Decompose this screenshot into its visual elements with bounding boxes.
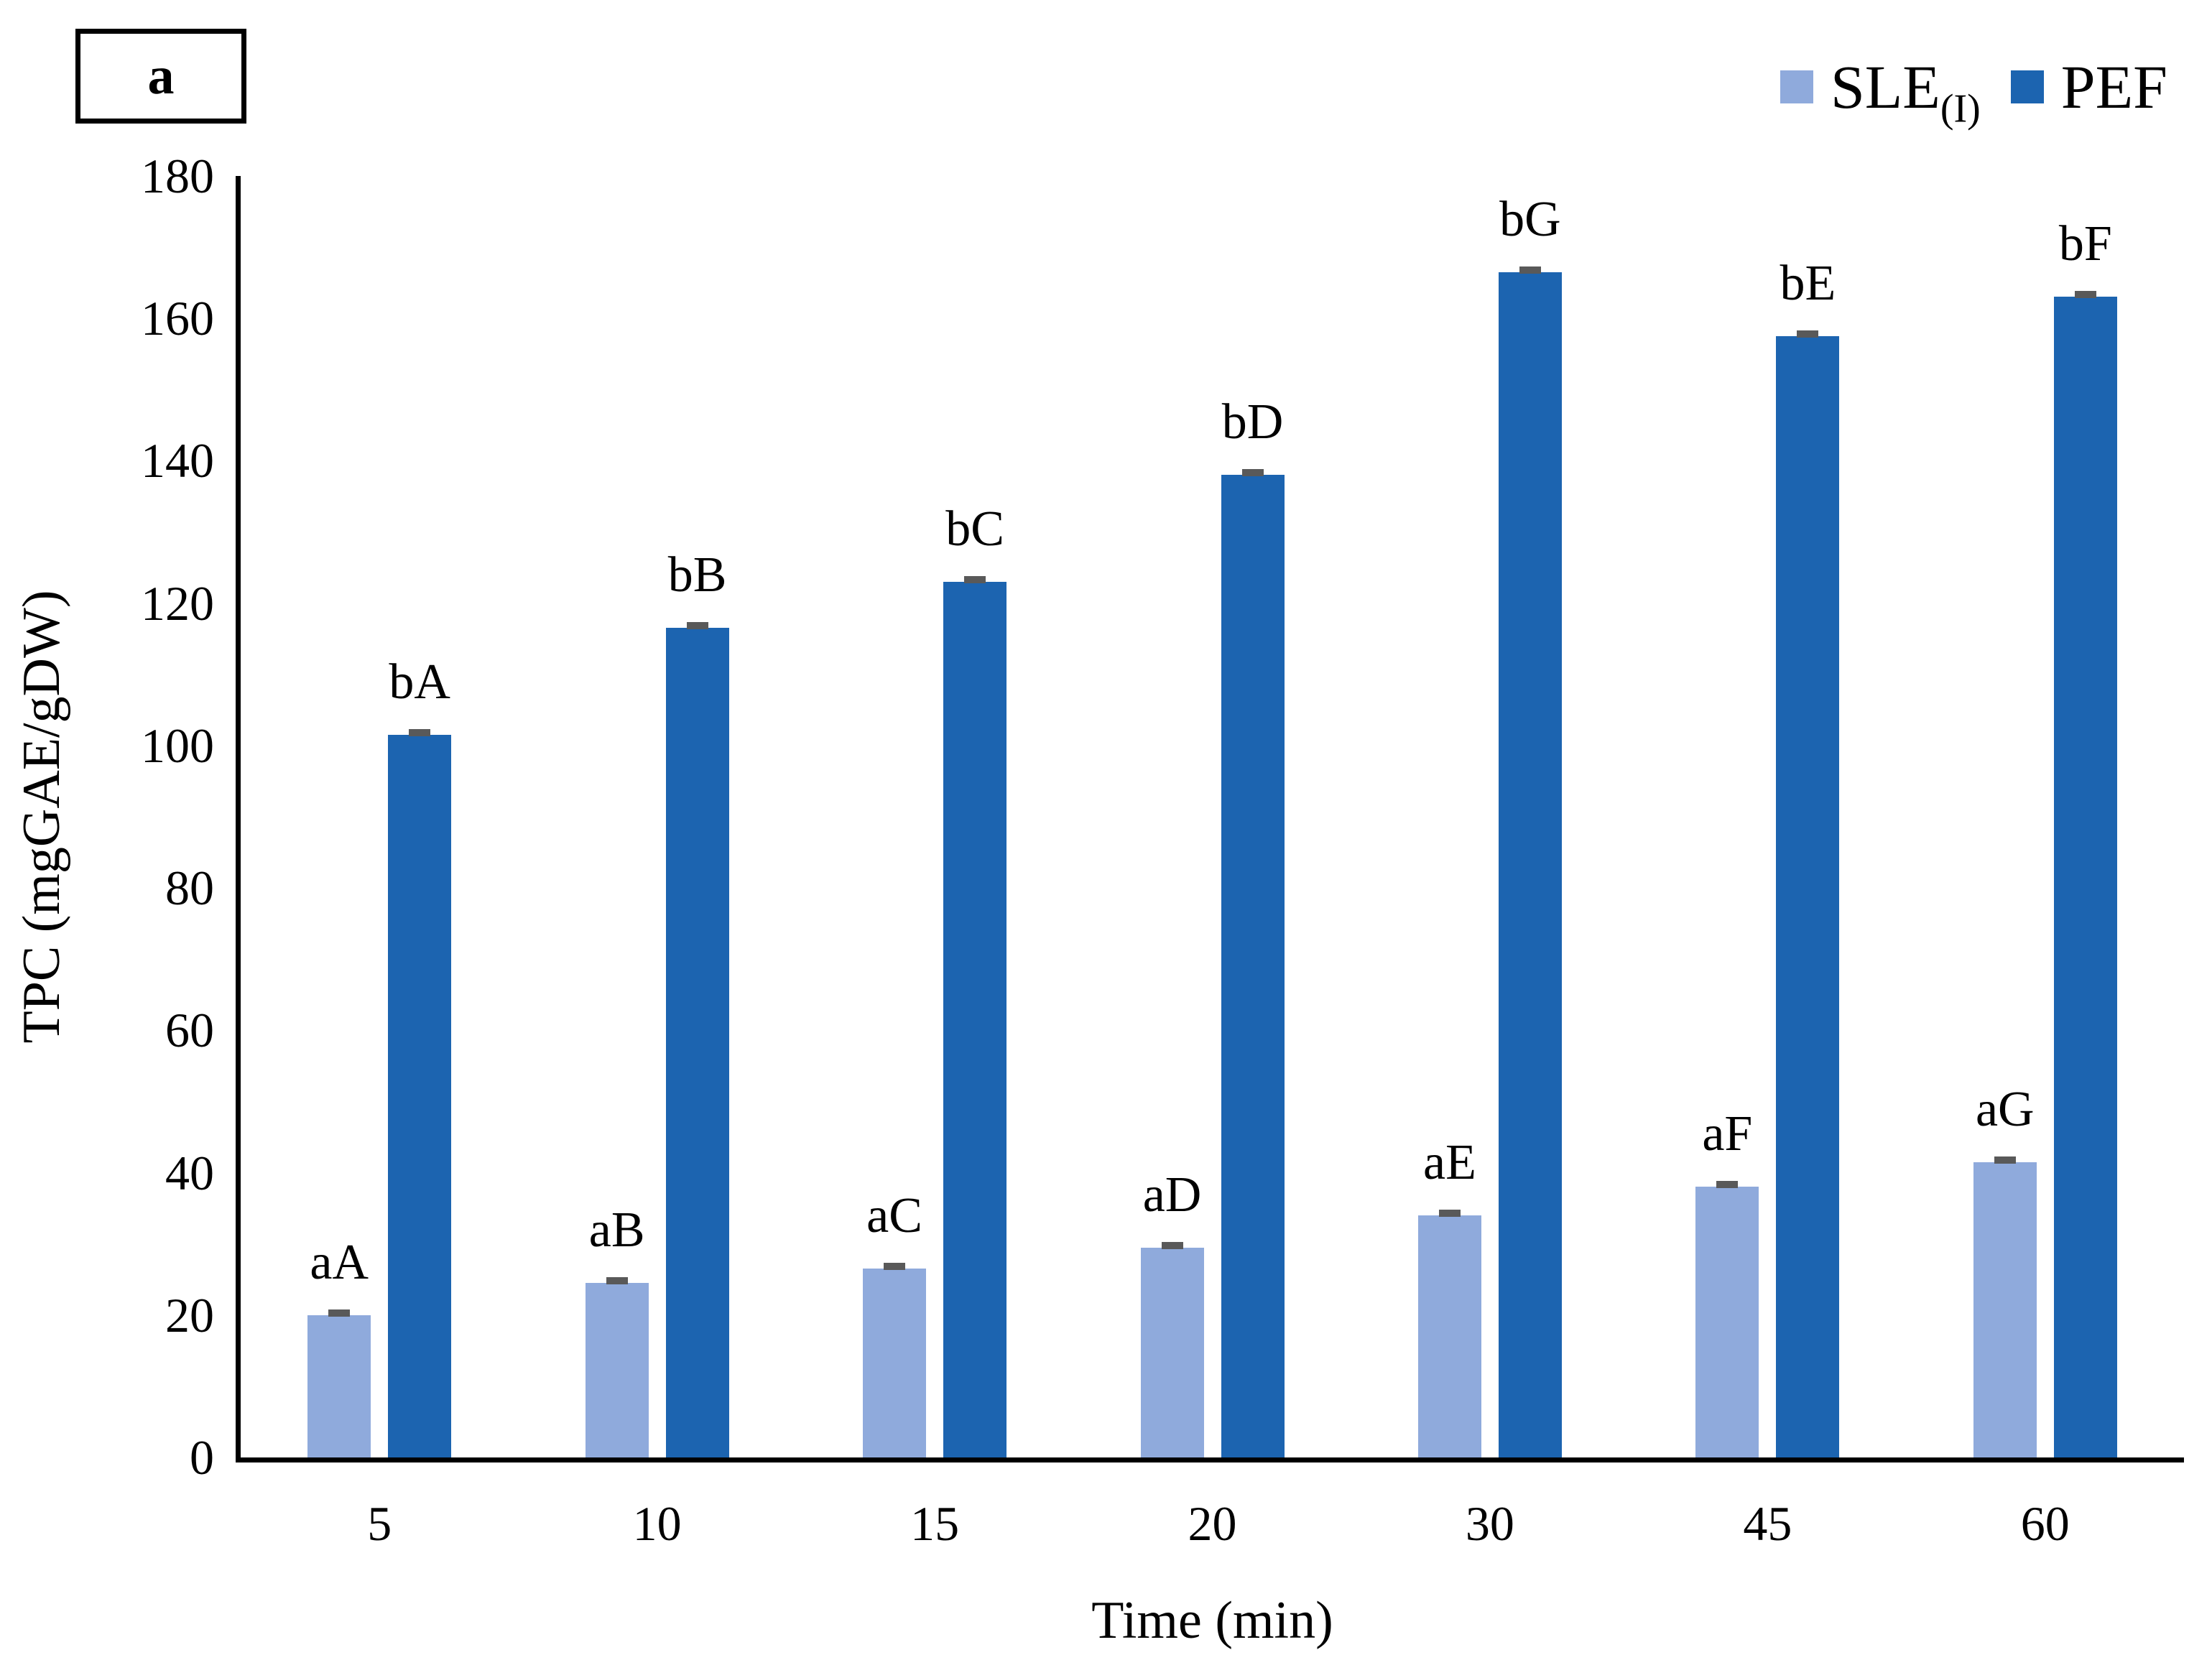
y-tick-label-100: 100 bbox=[141, 718, 214, 773]
y-tick-label-120: 120 bbox=[141, 575, 214, 631]
y-tick-label-80: 80 bbox=[165, 861, 214, 916]
y-tick-label-20: 20 bbox=[165, 1287, 214, 1343]
legend: SLE(I) PEF bbox=[1780, 52, 2167, 131]
bar-label-aC: aC bbox=[866, 1188, 922, 1244]
x-tick-label-45: 45 bbox=[1743, 1496, 1792, 1551]
bar-label-aE: aE bbox=[1423, 1135, 1476, 1191]
bar-label-aD: aD bbox=[1142, 1167, 1202, 1223]
x-tick-label-10: 10 bbox=[632, 1496, 682, 1551]
bar-sle-15min bbox=[863, 1269, 927, 1457]
x-tick-label-30: 30 bbox=[1465, 1496, 1514, 1551]
bar-sle-60min bbox=[1973, 1162, 2037, 1457]
bar-label-aB: aB bbox=[588, 1202, 645, 1258]
y-tick-label-40: 40 bbox=[165, 1145, 214, 1200]
bar-label-aF: aF bbox=[1702, 1106, 1753, 1162]
error-cap-sle-15min bbox=[884, 1263, 906, 1271]
bar-label-bG: bG bbox=[1499, 191, 1561, 247]
bar-label-bF: bF bbox=[2058, 216, 2112, 272]
legend-swatch-pef bbox=[2010, 70, 2044, 103]
panel-label: a bbox=[147, 47, 175, 106]
error-cap-sle-5min bbox=[328, 1309, 351, 1317]
bar-sle-5min bbox=[307, 1315, 371, 1457]
x-tick-label-5: 5 bbox=[367, 1496, 392, 1551]
error-cap-pef-60min bbox=[2074, 291, 2096, 299]
x-tick-label-60: 60 bbox=[2020, 1496, 2070, 1551]
error-cap-pef-10min bbox=[686, 622, 708, 630]
bar-pef-20min bbox=[1221, 475, 1285, 1457]
error-cap-pef-20min bbox=[1241, 469, 1264, 477]
error-cap-pef-15min bbox=[964, 575, 986, 583]
bar-label-bA: bA bbox=[389, 654, 450, 710]
bar-sle-45min bbox=[1695, 1187, 1759, 1457]
legend-label-pef: PEF bbox=[2060, 52, 2167, 121]
legend-swatch-sle bbox=[1780, 70, 1813, 103]
legend-label-sle: SLE(I) bbox=[1830, 52, 1981, 131]
x-tick-label-15: 15 bbox=[910, 1496, 960, 1551]
y-tick-label-140: 140 bbox=[141, 433, 214, 488]
error-cap-sle-20min bbox=[1161, 1241, 1183, 1249]
bar-pef-60min bbox=[2053, 297, 2117, 1457]
bar-label-aG: aG bbox=[1975, 1081, 2035, 1137]
panel-label-box: a bbox=[75, 29, 246, 124]
error-cap-pef-5min bbox=[409, 729, 431, 737]
x-axis-line bbox=[236, 1457, 2184, 1462]
bar-pef-5min bbox=[388, 735, 452, 1457]
y-axis-line bbox=[236, 176, 241, 1462]
y-axis-title: TPC (mgGAE/gDW) bbox=[12, 590, 71, 1044]
bar-pef-45min bbox=[1776, 336, 1840, 1457]
error-cap-sle-60min bbox=[1994, 1156, 2016, 1164]
legend-item-sle: SLE(I) bbox=[1780, 52, 1981, 131]
y-tick-label-0: 0 bbox=[190, 1430, 214, 1485]
bar-label-bD: bD bbox=[1221, 394, 1284, 450]
bar-label-aA: aA bbox=[310, 1234, 369, 1290]
legend-item-pef: PEF bbox=[2010, 52, 2167, 121]
error-cap-sle-30min bbox=[1438, 1210, 1461, 1218]
bar-pef-15min bbox=[943, 581, 1007, 1457]
error-cap-sle-45min bbox=[1716, 1181, 1739, 1189]
bar-label-bE: bE bbox=[1780, 256, 1836, 311]
bar-sle-20min bbox=[1140, 1247, 1204, 1457]
error-cap-pef-45min bbox=[1797, 330, 1819, 338]
bar-sle-30min bbox=[1417, 1215, 1481, 1457]
bar-label-bB: bB bbox=[667, 547, 727, 603]
x-tick-label-20: 20 bbox=[1188, 1496, 1237, 1551]
y-tick-label-60: 60 bbox=[165, 1003, 214, 1058]
bar-sle-10min bbox=[585, 1283, 649, 1457]
bar-pef-10min bbox=[665, 628, 729, 1457]
y-tick-label-160: 160 bbox=[141, 291, 214, 346]
error-cap-pef-30min bbox=[1519, 266, 1541, 274]
bar-pef-30min bbox=[1498, 272, 1562, 1457]
y-tick-label-180: 180 bbox=[141, 149, 214, 203]
error-cap-sle-10min bbox=[606, 1277, 628, 1285]
x-axis-title: Time (min) bbox=[1091, 1591, 1333, 1650]
bar-label-bC: bC bbox=[945, 501, 1004, 557]
